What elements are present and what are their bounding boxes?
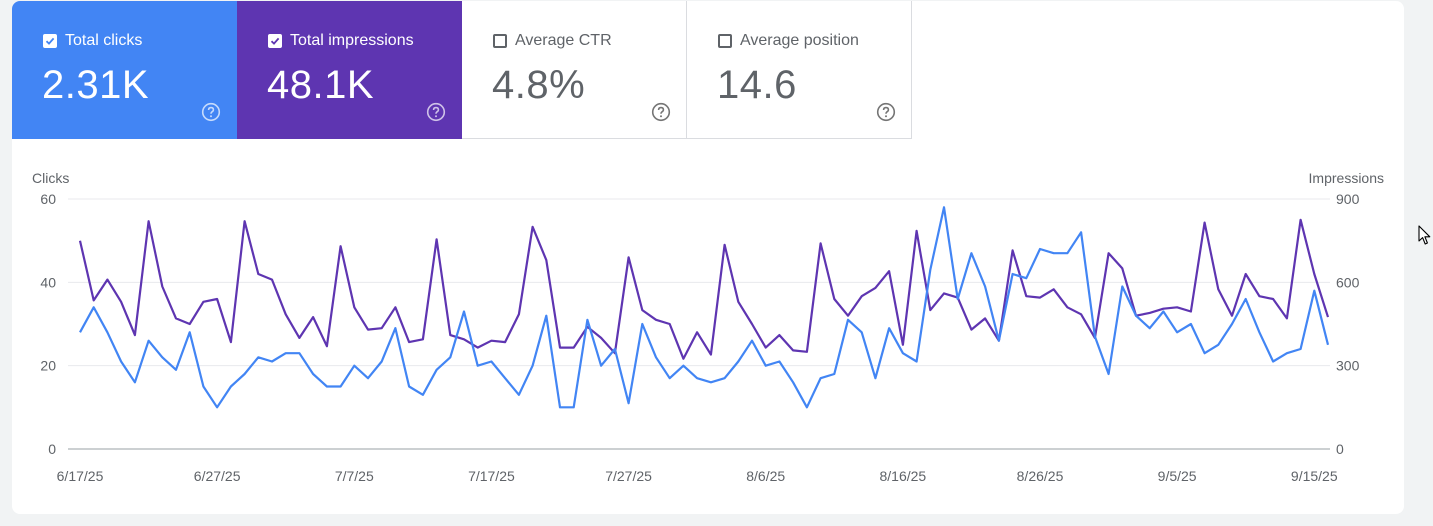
performance-chart-area: Clicks Impressions 0 20 40 60 0 300 600 900 6/… bbox=[12, 151, 1404, 501]
x-tick-label: 7/27/25 bbox=[605, 468, 652, 484]
y-axis-label-clicks: Clicks bbox=[32, 170, 69, 186]
mouse-pointer-icon bbox=[1418, 225, 1431, 245]
performance-chart[interactable]: Clicks Impressions 0 20 40 60 0 300 600 900 6/… bbox=[12, 151, 1404, 501]
metric-tabs: Total clicks 2.31K Total impressions 48.… bbox=[12, 1, 912, 139]
metric-label-row: Average position bbox=[718, 32, 859, 50]
y-tick-label: 20 bbox=[40, 358, 56, 374]
help-circle-icon[interactable] bbox=[651, 102, 671, 122]
chart-series bbox=[78, 206, 1330, 409]
y-tick-label: 40 bbox=[40, 274, 56, 290]
help-circle-icon[interactable] bbox=[426, 102, 446, 122]
metric-total-impressions[interactable]: Total impressions 48.1K bbox=[237, 1, 462, 139]
x-tick-label: 8/6/25 bbox=[746, 468, 785, 484]
x-tick-label: 8/16/25 bbox=[879, 468, 926, 484]
help-circle-icon[interactable] bbox=[876, 102, 896, 122]
checkbox-checked-icon[interactable] bbox=[268, 34, 282, 48]
checkbox-checked-icon[interactable] bbox=[43, 34, 57, 48]
performance-card: Total clicks 2.31K Total impressions 48.… bbox=[12, 1, 1404, 514]
metric-label-row: Total clicks bbox=[43, 32, 142, 50]
metric-average-position[interactable]: Average position 14.6 bbox=[687, 1, 912, 139]
y-axis-ticks: 0 20 40 60 bbox=[40, 191, 56, 457]
series-line-impressions bbox=[78, 218, 1330, 360]
x-tick-label: 9/15/25 bbox=[1291, 468, 1338, 484]
metric-label: Total clicks bbox=[65, 32, 143, 49]
checkbox-unchecked-icon[interactable] bbox=[493, 34, 507, 48]
metric-label-row: Average CTR bbox=[493, 32, 612, 50]
y-tick-label: 0 bbox=[48, 441, 56, 457]
metric-total-clicks[interactable]: Total clicks 2.31K bbox=[12, 1, 237, 139]
y2-tick-label: 300 bbox=[1336, 358, 1360, 374]
x-tick-label: 9/5/25 bbox=[1158, 468, 1197, 484]
metric-label: Average position bbox=[740, 32, 859, 49]
metric-label: Average CTR bbox=[515, 32, 612, 49]
y2-tick-label: 900 bbox=[1336, 191, 1360, 207]
x-axis-ticks: 6/17/25 6/27/25 7/7/25 7/17/25 7/27/25 8/6/25… bbox=[57, 468, 1338, 484]
y2-axis-ticks: 0 300 600 900 bbox=[1336, 191, 1360, 457]
metric-label: Total impressions bbox=[290, 32, 414, 49]
x-tick-label: 6/27/25 bbox=[194, 468, 241, 484]
x-tick-label: 6/17/25 bbox=[57, 468, 104, 484]
x-tick-label: 8/26/25 bbox=[1017, 468, 1064, 484]
x-tick-label: 7/7/25 bbox=[335, 468, 374, 484]
metric-value: 48.1K bbox=[267, 63, 375, 107]
series-line-clicks bbox=[79, 206, 1330, 409]
help-circle-icon[interactable] bbox=[201, 102, 221, 122]
metric-average-ctr[interactable]: Average CTR 4.8% bbox=[462, 1, 687, 139]
checkbox-unchecked-icon[interactable] bbox=[718, 34, 732, 48]
y2-tick-label: 600 bbox=[1336, 274, 1360, 290]
y-axis-label-impressions: Impressions bbox=[1309, 170, 1384, 186]
metric-label-row: Total impressions bbox=[268, 32, 414, 50]
metric-value: 2.31K bbox=[42, 63, 150, 107]
chart-gridlines bbox=[68, 198, 1330, 450]
y2-tick-label: 0 bbox=[1336, 441, 1344, 457]
metric-value: 14.6 bbox=[717, 63, 797, 107]
x-tick-label: 7/17/25 bbox=[468, 468, 515, 484]
y-tick-label: 60 bbox=[40, 191, 56, 207]
metric-value: 4.8% bbox=[492, 63, 586, 107]
